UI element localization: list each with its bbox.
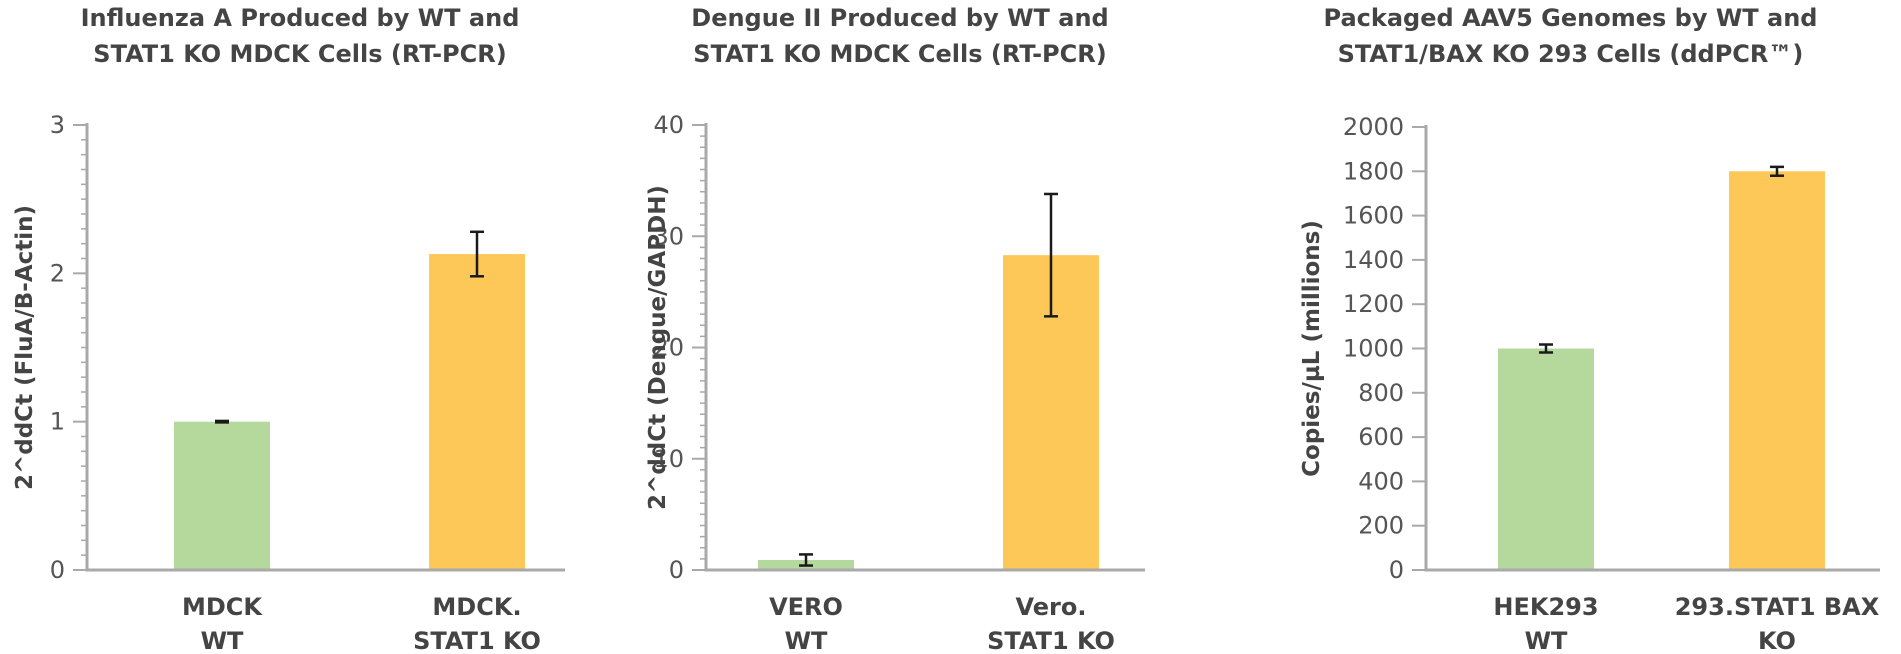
- x-tick-label: VERO: [769, 593, 843, 621]
- y-tick-label: 1600: [1343, 202, 1404, 230]
- x-tick-label: WT: [1525, 627, 1568, 654]
- y-tick-label: 10: [653, 445, 684, 473]
- y-tick-label: 600: [1358, 423, 1404, 451]
- y-tick-label: 3: [50, 111, 65, 139]
- chart-title-line-1: Dengue II Produced by WT and: [691, 4, 1109, 32]
- x-tick-label: MDCK: [182, 593, 263, 621]
- y-tick-label: 40: [653, 111, 684, 139]
- y-tick-label: 1400: [1343, 246, 1404, 274]
- chart-title-line-1: Influenza A Produced by WT and: [80, 4, 520, 32]
- chart-title: Influenza A Produced by WT and STAT1 KO …: [0, 0, 600, 72]
- x-tick-label: KO: [1758, 627, 1796, 654]
- y-axis-label: 2^ddCt (FluA/B-Actin): [12, 205, 38, 490]
- y-tick-label: 0: [669, 556, 684, 584]
- x-tick-label: HEK293: [1493, 593, 1598, 621]
- chart-svg: 0 1 2 3 MDCK WT MDCK. STAT1 KO 2^ddCt (FluA/B-Ac…: [12, 111, 565, 654]
- x-tick-label: WT: [201, 627, 244, 654]
- chart-title: Dengue II Produced by WT and STAT1 KO MD…: [620, 0, 1180, 72]
- y-tick-label: 1000: [1343, 335, 1404, 363]
- x-tick-label: MDCK.: [432, 593, 521, 621]
- y-tick-label: 200: [1358, 512, 1404, 540]
- y-tick-label: 2: [50, 259, 65, 287]
- x-tick-label: STAT1 KO: [987, 627, 1115, 654]
- chart-panel-aav5: Packaged AAV5 Genomes by WT and STAT1/BA…: [1240, 0, 1901, 654]
- bar: [174, 421, 270, 569]
- y-tick-label: 1800: [1343, 157, 1404, 185]
- bar: [1729, 171, 1825, 569]
- y-tick-label: 800: [1358, 379, 1404, 407]
- chart-panel-influenza: Influenza A Produced by WT and STAT1 KO …: [0, 0, 600, 654]
- y-tick-label: 1: [50, 408, 65, 436]
- x-tick-label: STAT1 KO: [413, 627, 541, 654]
- x-tick-label: Vero.: [1016, 593, 1087, 621]
- y-tick-label: 400: [1358, 467, 1404, 495]
- y-axis-label: Copies/µL (millions): [1299, 220, 1325, 477]
- y-axis-label: 2^ddCt (Dengue/GAPDH): [645, 185, 671, 510]
- chart-title-line-2: STAT1 KO MDCK Cells (RT-PCR): [93, 40, 507, 68]
- chart-title: Packaged AAV5 Genomes by WT and STAT1/BA…: [1240, 0, 1901, 72]
- x-tick-label: 293.STAT1 BAX: [1675, 593, 1880, 621]
- bar: [1498, 348, 1594, 569]
- bar: [429, 254, 525, 569]
- y-tick-label: 30: [653, 222, 684, 250]
- chart-svg: 0 200 400 600 800 1000 1200 1400 1600 1800 2000 HEK…: [1299, 113, 1880, 654]
- y-tick-label: 0: [50, 556, 65, 584]
- y-tick-label: 0: [1389, 556, 1404, 584]
- y-tick-label: 1200: [1343, 290, 1404, 318]
- chart-svg: 0 10 20 30 40 VERO WT Vero. STAT1 KO 2^ddCt (Deng…: [645, 111, 1145, 654]
- x-tick-label: WT: [785, 627, 828, 654]
- chart-title-line-1: Packaged AAV5 Genomes by WT and: [1323, 4, 1818, 32]
- chart-panel-dengue: Dengue II Produced by WT and STAT1 KO MD…: [620, 0, 1180, 654]
- y-tick-label: 20: [653, 334, 684, 362]
- y-tick-label: 2000: [1343, 113, 1404, 141]
- chart-title-line-2: STAT1 KO MDCK Cells (RT-PCR): [693, 40, 1107, 68]
- chart-title-line-2: STAT1/BAX KO 293 Cells (ddPCR™): [1337, 40, 1804, 68]
